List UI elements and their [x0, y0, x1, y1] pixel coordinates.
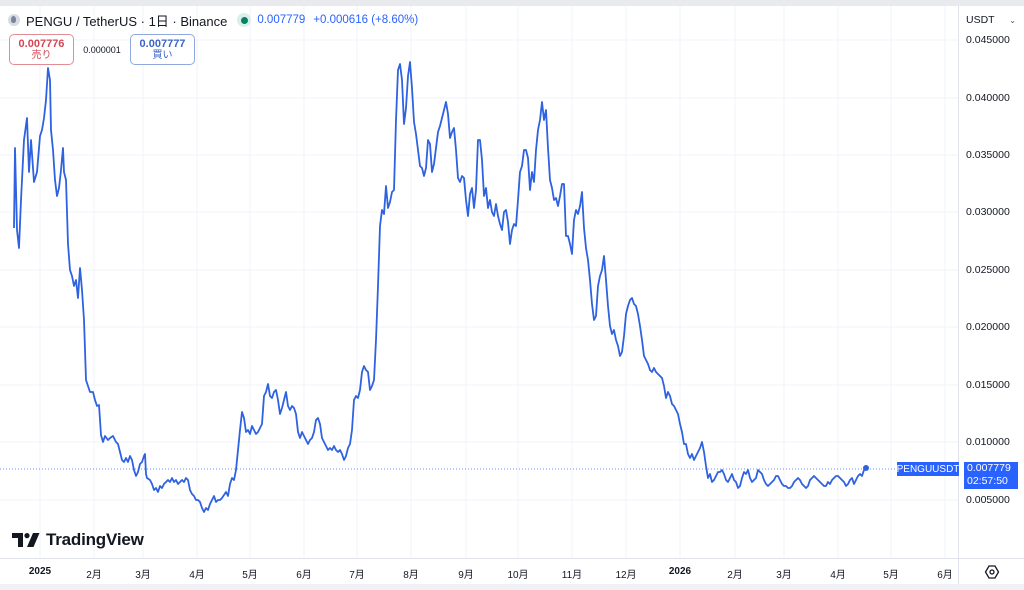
tradingview-logo-text: TradingView: [46, 530, 144, 549]
spread-value: 0.000001: [83, 44, 121, 55]
chart-plot-area[interactable]: [0, 6, 958, 558]
symbol-price-label: PENGUUSDT: [896, 462, 960, 476]
sell-button[interactable]: 0.007776 売り: [9, 34, 74, 65]
time-tick-label: 6月: [296, 570, 312, 581]
last-price-dot: [863, 465, 869, 471]
price-tick-label: 0.025000: [966, 264, 1010, 276]
price-series-line: [13, 61, 867, 513]
symbol-title[interactable]: PENGU / TetherUS · 1日 · Binance: [26, 13, 228, 29]
time-tick-label: 2月: [86, 570, 102, 581]
settings-hex-icon: [984, 564, 999, 579]
time-tick-label: 2月: [727, 570, 743, 581]
price-change: +0.000616 (+8.60%): [313, 14, 419, 26]
time-tick-label: 6月: [937, 570, 953, 581]
buy-price: 0.007777: [139, 37, 186, 50]
time-tick-label: 5月: [242, 570, 258, 581]
price-tick-label: 0.015000: [966, 379, 1010, 391]
price-axis[interactable]: [958, 6, 1024, 558]
time-tick-label: 3月: [776, 570, 792, 581]
tradingview-logo-icon: [12, 533, 40, 547]
penguin-icon: [8, 14, 20, 26]
price-tick-label: 0.035000: [966, 149, 1010, 161]
window-bottom-strip: [0, 584, 1024, 590]
price-line-chart[interactable]: [0, 6, 958, 558]
currency-label: USDT: [966, 14, 995, 26]
time-tick-label: 2026: [668, 566, 692, 577]
time-tick-label: 9月: [458, 570, 474, 581]
price-tick-label: 0.010000: [966, 436, 1010, 448]
price-tick-label: 0.040000: [966, 92, 1010, 104]
chevron-down-icon: ⌄: [1009, 15, 1016, 25]
price-tick-label: 0.005000: [966, 494, 1010, 506]
chart-settings-button[interactable]: [958, 558, 1024, 584]
price-tick-label: 0.030000: [966, 206, 1010, 218]
time-tick-label: 8月: [403, 570, 419, 581]
time-tick-label: 5月: [883, 570, 899, 581]
time-tick-label: 4月: [189, 570, 205, 581]
time-tick-label: 12月: [615, 570, 637, 581]
chart-frame: [0, 6, 1024, 590]
bar-countdown: 02:57:50: [967, 475, 1008, 487]
time-tick-label: 2025: [28, 566, 52, 577]
window-top-strip: [0, 0, 1024, 6]
time-tick-label: 11月: [561, 570, 583, 581]
time-tick-label: 7月: [349, 570, 365, 581]
price-tick-label: 0.020000: [966, 321, 1010, 333]
time-tick-label: 4月: [830, 570, 846, 581]
buy-label: 買い: [152, 49, 173, 61]
last-price: 0.007779: [257, 14, 306, 26]
currency-selector[interactable]: USDT ⌄: [962, 10, 1020, 30]
price-tick-label: 0.045000: [966, 34, 1010, 46]
trade-buttons: 0.007776 売り 0.000001 0.007777 買い: [9, 34, 195, 65]
time-tick-label: 3月: [135, 570, 151, 581]
sell-price: 0.007776: [18, 37, 65, 50]
last-price-axis-label: 0.007779 02:57:50: [964, 462, 1018, 489]
last-price-value: 0.007779: [967, 462, 1011, 474]
time-tick-label: 10月: [507, 570, 529, 581]
sell-label: 売り: [31, 49, 52, 61]
tradingview-logo[interactable]: TradingView: [12, 530, 144, 550]
buy-button[interactable]: 0.007777 買い: [130, 34, 195, 65]
market-open-dot-icon: [237, 13, 252, 27]
time-axis[interactable]: [0, 558, 958, 584]
chart-legend-header: PENGU / TetherUS · 1日 · Binance 0.007779…: [8, 11, 418, 29]
